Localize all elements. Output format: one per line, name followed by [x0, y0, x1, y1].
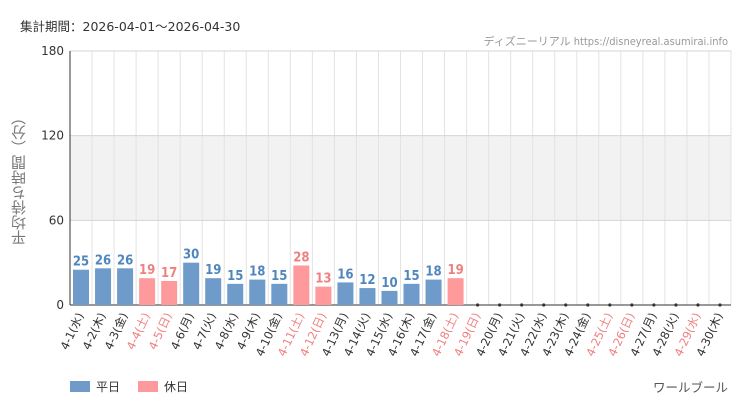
data-label: 18	[249, 265, 265, 280]
empty-marker	[498, 303, 502, 307]
bar	[139, 278, 156, 305]
bar	[117, 268, 134, 305]
data-label: 19	[205, 263, 221, 278]
legend-item-holiday[interactable]: 休日	[138, 378, 188, 395]
data-label: 26	[95, 253, 111, 268]
empty-marker	[652, 303, 656, 307]
bar	[95, 268, 112, 305]
source-credit: ディズニーリアル https://disneyreal.asumirai.inf…	[483, 35, 728, 48]
data-label: 28	[293, 250, 309, 265]
bar	[183, 262, 200, 305]
bar	[359, 288, 376, 305]
bar	[425, 279, 442, 305]
data-label: 12	[359, 273, 375, 288]
data-label: 13	[315, 272, 331, 287]
data-label: 30	[183, 248, 199, 263]
empty-marker	[476, 303, 480, 307]
data-label: 17	[161, 266, 177, 281]
bar	[227, 283, 244, 305]
empty-marker	[608, 303, 612, 307]
empty-marker	[520, 303, 524, 307]
attraction-name: ワールブール	[652, 380, 728, 395]
empty-marker	[630, 303, 634, 307]
legend-label-holiday: 休日	[164, 380, 189, 394]
data-label: 25	[73, 255, 89, 270]
y-tick-label: 180	[41, 44, 64, 58]
empty-marker	[564, 303, 568, 307]
period-label: 集計期間：2026-04-01～2026-04-30	[20, 19, 241, 34]
data-label: 15	[227, 269, 243, 284]
legend: 平日 休日	[70, 378, 188, 395]
bar	[337, 282, 354, 305]
empty-marker	[586, 303, 590, 307]
legend-label-weekday: 平日	[96, 380, 121, 394]
data-label: 18	[425, 265, 441, 280]
bar	[271, 283, 288, 305]
y-tick-label: 120	[41, 129, 64, 143]
bar	[73, 269, 90, 305]
y-tick-label: 0	[56, 298, 64, 312]
data-label: 19	[447, 263, 463, 278]
bar	[293, 265, 310, 305]
data-label: 19	[139, 263, 155, 278]
data-label: 16	[337, 267, 353, 282]
empty-marker	[696, 303, 700, 307]
empty-marker	[718, 303, 722, 307]
empty-marker	[674, 303, 678, 307]
bar	[161, 281, 178, 305]
bar	[447, 278, 464, 305]
bar	[403, 283, 420, 305]
bar	[381, 290, 398, 305]
bar	[315, 286, 332, 305]
data-label: 10	[381, 276, 397, 291]
legend-swatch-weekday	[70, 381, 90, 392]
legend-swatch-holiday	[138, 381, 159, 392]
data-label: 15	[403, 269, 419, 284]
y-tick-label: 60	[49, 213, 64, 227]
empty-marker	[542, 303, 546, 307]
bar	[249, 279, 266, 305]
data-label: 26	[117, 253, 133, 268]
data-label: 15	[271, 269, 287, 284]
legend-item-weekday[interactable]: 平日	[70, 378, 120, 395]
bar	[205, 278, 222, 305]
